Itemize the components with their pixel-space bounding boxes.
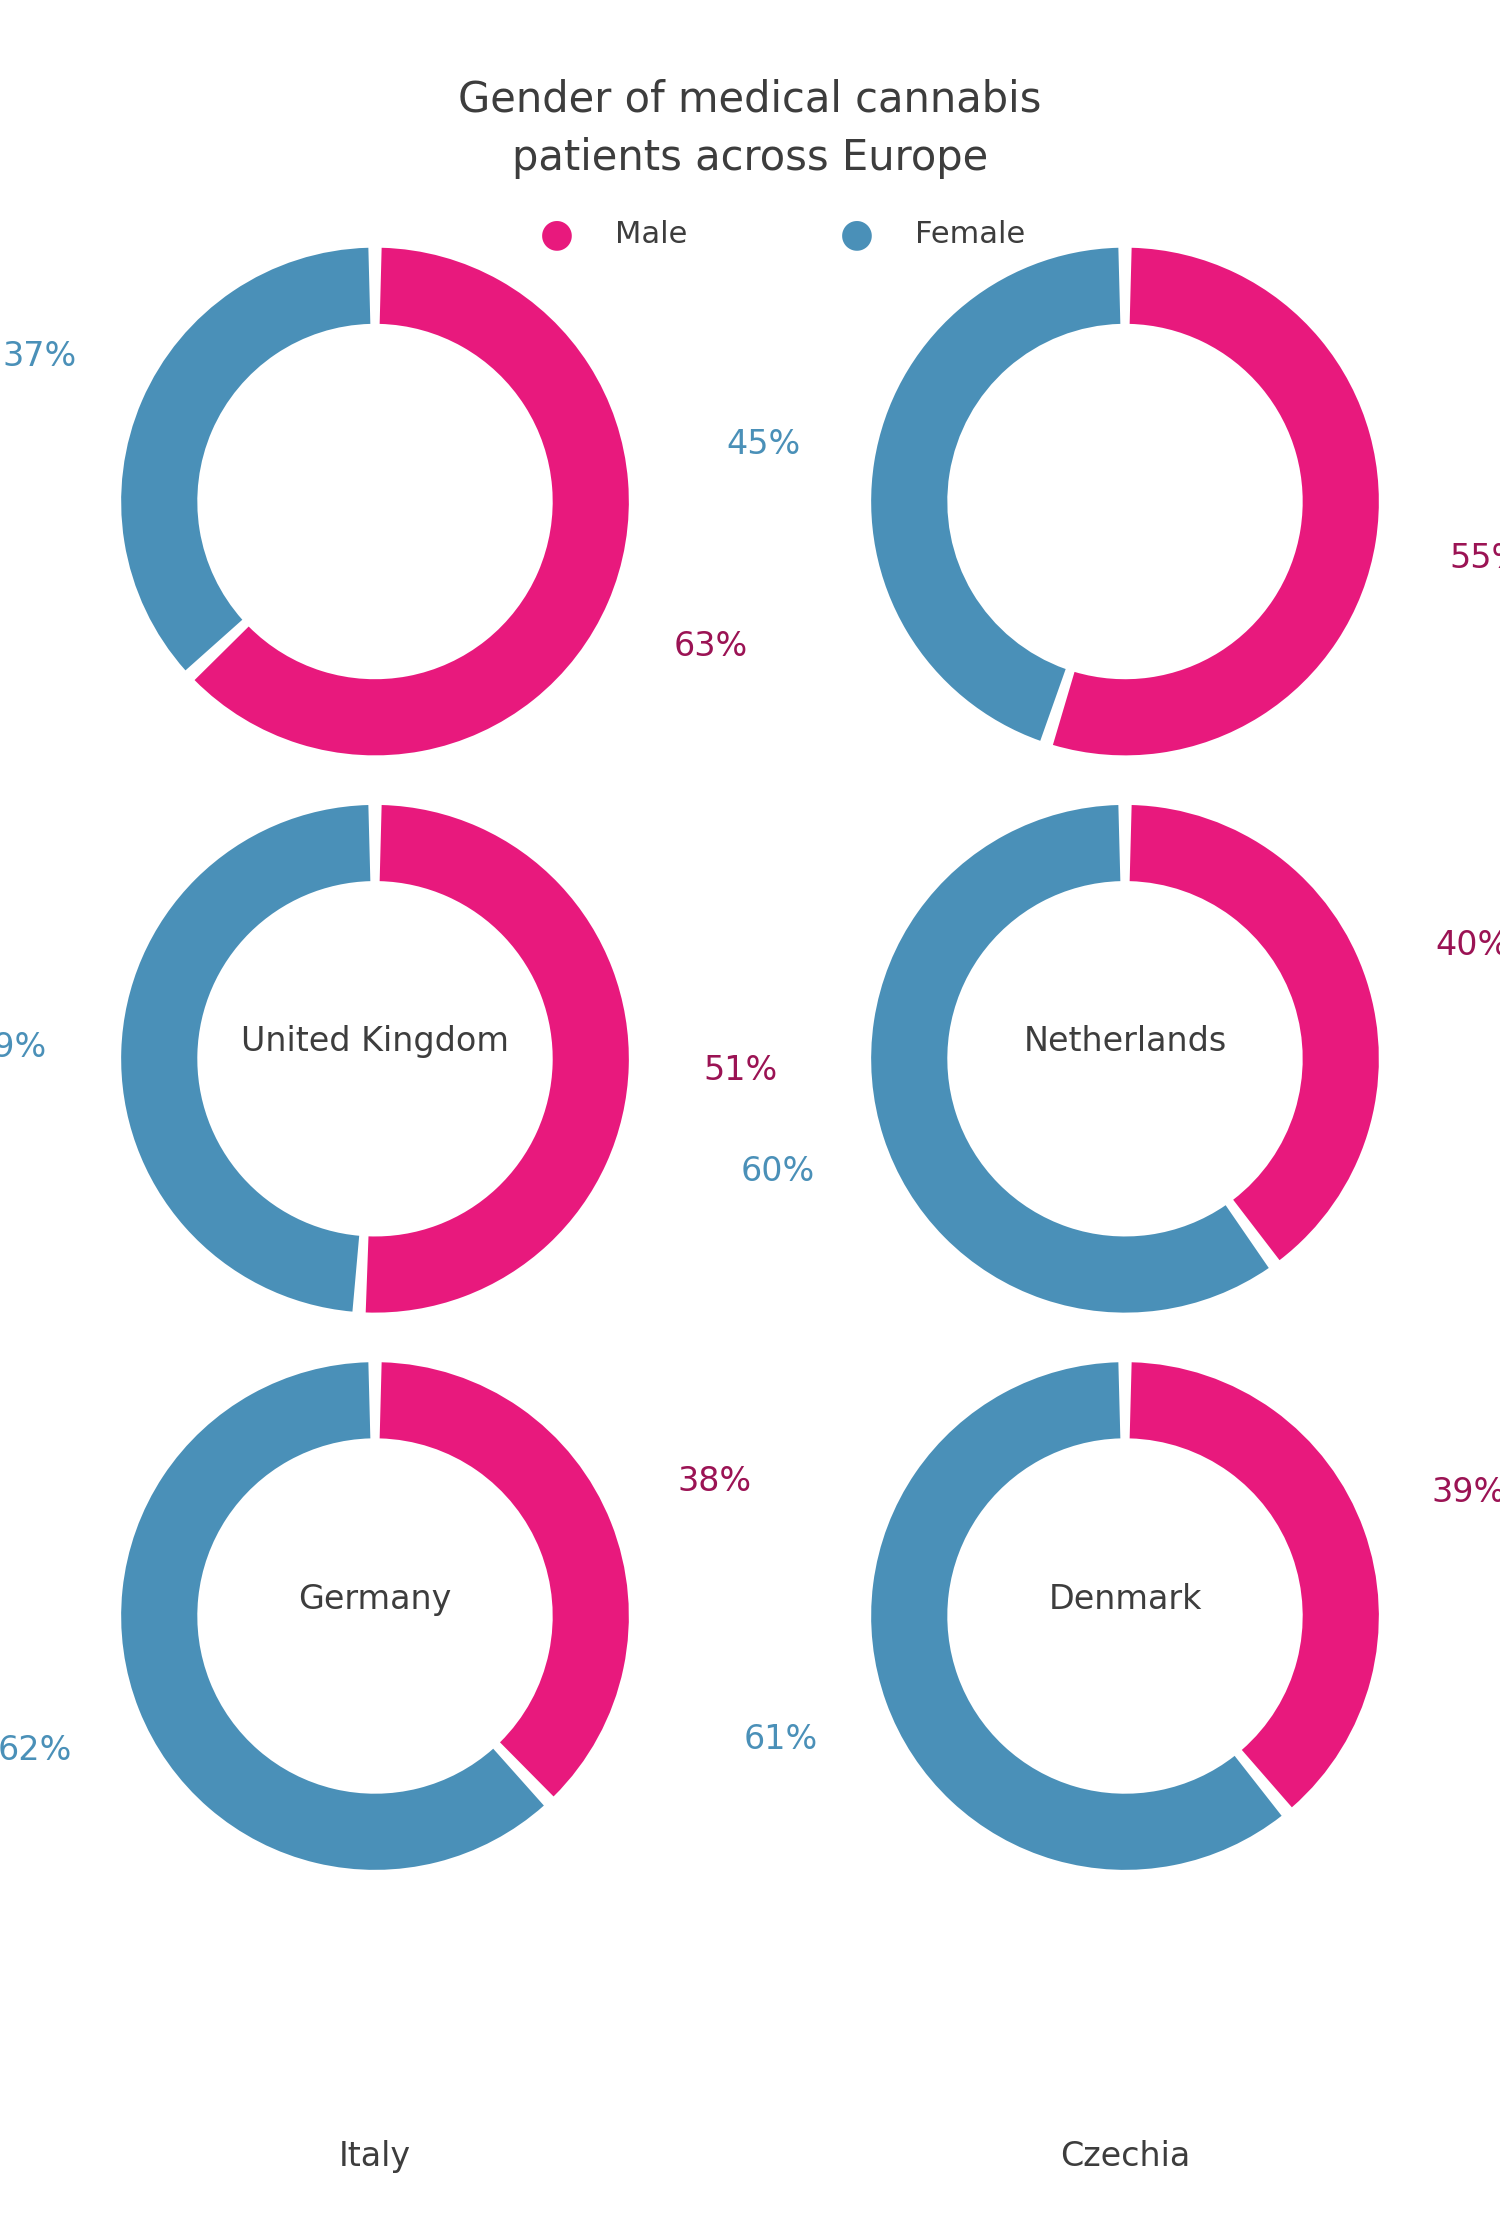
Text: Italy: Italy <box>339 2140 411 2173</box>
Text: Netherlands: Netherlands <box>1023 1025 1227 1059</box>
Text: 60%: 60% <box>740 1155 815 1188</box>
Text: Male: Male <box>615 218 687 250</box>
Text: Female: Female <box>915 218 1026 250</box>
Text: 40%: 40% <box>1436 929 1500 963</box>
Wedge shape <box>122 247 370 671</box>
Text: 38%: 38% <box>678 1464 752 1498</box>
Text: 49%: 49% <box>0 1030 46 1063</box>
Text: 51%: 51% <box>704 1054 777 1088</box>
Wedge shape <box>1053 247 1378 756</box>
Wedge shape <box>122 805 370 1311</box>
Wedge shape <box>380 1362 628 1797</box>
Wedge shape <box>1130 1362 1378 1808</box>
Text: Czechia: Czechia <box>1060 2140 1190 2173</box>
Text: 45%: 45% <box>728 428 801 461</box>
Wedge shape <box>871 805 1269 1313</box>
Text: 55%: 55% <box>1449 542 1500 575</box>
Text: ●: ● <box>840 214 874 254</box>
Text: United Kingdom: United Kingdom <box>242 1025 509 1059</box>
Text: 61%: 61% <box>744 1723 818 1756</box>
Text: 62%: 62% <box>0 1734 72 1768</box>
Wedge shape <box>122 1362 544 1870</box>
Wedge shape <box>366 805 628 1313</box>
Wedge shape <box>871 247 1120 740</box>
Wedge shape <box>1130 805 1378 1259</box>
Text: Gender of medical cannabis
patients across Europe: Gender of medical cannabis patients acro… <box>459 78 1041 178</box>
Text: 63%: 63% <box>674 631 747 664</box>
Text: 39%: 39% <box>1432 1476 1500 1509</box>
Wedge shape <box>195 247 628 756</box>
Text: Denmark: Denmark <box>1048 1583 1202 1616</box>
Text: 37%: 37% <box>3 339 76 372</box>
Text: ●: ● <box>540 214 574 254</box>
Wedge shape <box>871 1362 1281 1870</box>
Text: Germany: Germany <box>298 1583 452 1616</box>
